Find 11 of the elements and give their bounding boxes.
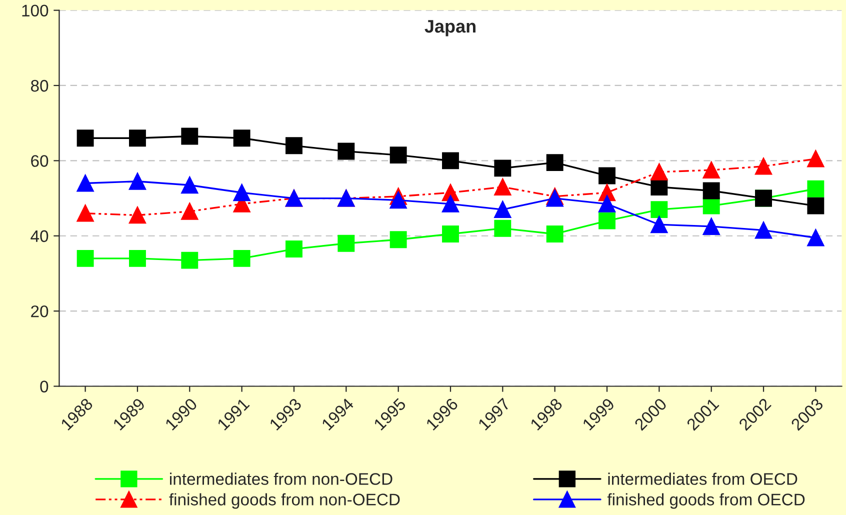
y-tick-label: 60 bbox=[31, 155, 48, 167]
y-tick-label: 20 bbox=[31, 305, 48, 318]
legend-label: finished goods from OECD bbox=[607, 493, 805, 509]
y-tick-label: 40 bbox=[30, 230, 48, 242]
chart-title: Japan bbox=[424, 20, 476, 36]
y-tick-label: 80 bbox=[30, 80, 48, 92]
legend-label: finished goods from non-OECD bbox=[169, 493, 400, 509]
y-tick-label: 100 bbox=[22, 4, 48, 17]
legend-label: intermediates from non-OECD bbox=[170, 472, 392, 485]
y-tick-label: 0 bbox=[40, 380, 48, 392]
legend-label: intermediates from OECD bbox=[608, 472, 798, 485]
